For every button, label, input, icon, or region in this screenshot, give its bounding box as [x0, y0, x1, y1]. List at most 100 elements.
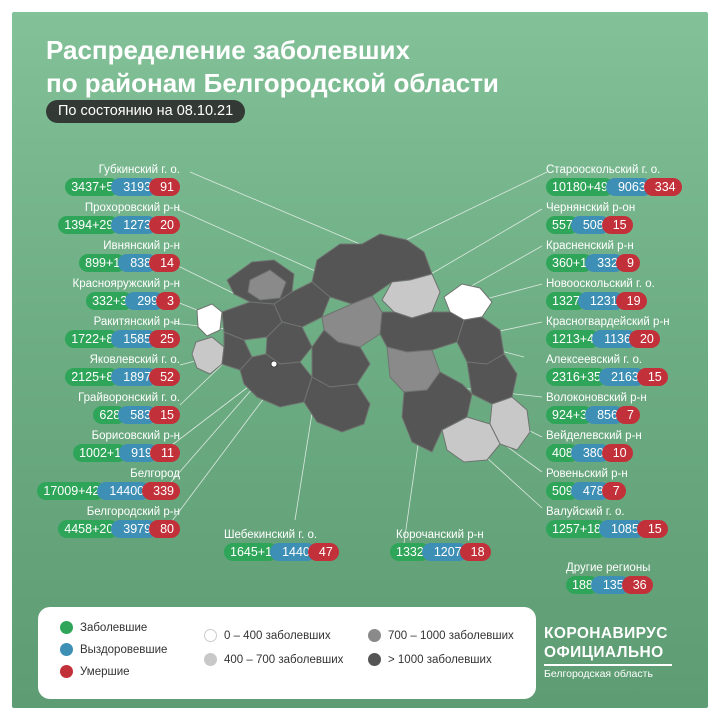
recovered-count: 1585 [111, 330, 158, 348]
legend-range-3: 700 – 1000 заболевших [368, 629, 514, 642]
recovered-count: 380 [570, 444, 610, 462]
district-card-prokhorovsky: Прохоровский р-н 1394+29 1273 20 [58, 202, 180, 234]
sick-count: 188 [566, 576, 599, 594]
dead-count: 11 [150, 444, 180, 462]
sick-count: 1645+1 [224, 543, 279, 561]
belgorod-city-marker [270, 360, 278, 368]
district-novooskolsky [379, 311, 465, 353]
sick-count: 924+3 [546, 406, 594, 424]
recovered-count: 135 [590, 576, 630, 594]
dead-count: 3 [156, 292, 180, 310]
sick-count: 17009+42 [37, 482, 106, 500]
legend-range-2: 400 – 700 заболевших [204, 653, 343, 666]
sick-count: 3437+5 [65, 178, 120, 196]
sick-count: 1332 [390, 543, 430, 561]
date-badge: По состоянию на 08.10.21 [46, 100, 246, 123]
dead-count: 20 [628, 330, 660, 348]
district-shebekinsky [303, 376, 371, 433]
recovered-count: 1440 [270, 543, 316, 561]
legend-sick: Заболевшие [60, 621, 147, 634]
district-card-valuysky: Валуйский г. о. 1257+18 1085 15 [546, 506, 668, 538]
recovered-count: 478 [570, 482, 610, 500]
sick-count: 1257+18 [546, 520, 608, 538]
legend-range-1: 0 – 400 заболевших [204, 629, 331, 642]
district-card-chernyansky: Чернянский р-он 557 508 15 [546, 202, 636, 234]
district-grayvoronsky [191, 336, 225, 375]
district-card-ivnyansky: Ивнянский р-н 899+1 838 14 [79, 240, 180, 272]
recovered-count: 3979 [111, 520, 158, 538]
dead-count: 25 [149, 330, 180, 348]
brand-underline [544, 664, 672, 666]
recovered-count: 1207 [421, 543, 468, 561]
sick-count: 1327 [546, 292, 586, 310]
dead-count: 15 [601, 216, 633, 234]
legend-range-4: > 1000 заболевших [368, 653, 492, 666]
recovered-count: 2163 [599, 368, 645, 386]
recovered-count: 1273 [111, 216, 158, 234]
recovered-count: 919 [119, 444, 159, 462]
dead-count: 15 [636, 520, 668, 538]
district-rovensky [441, 416, 501, 463]
page-title: Распределение заболевших по районам Белг… [46, 35, 499, 98]
dark-gray-dot-icon [368, 653, 381, 666]
recovered-count: 9063 [605, 178, 652, 196]
sick-count: 1213+4 [546, 330, 601, 348]
dead-count: 80 [149, 520, 180, 538]
dead-count: 334 [643, 178, 682, 196]
sick-count: 4458+20 [58, 520, 120, 538]
district-card-korochansky: Корочанский р-н 1332 1207 18 [390, 529, 491, 561]
light-gray-dot-icon [204, 653, 217, 666]
sick-count: 1394+29 [58, 216, 120, 234]
district-card-rovensky: Ровеньский р-н 509 478 7 [546, 468, 628, 500]
red-dot-icon [60, 665, 73, 678]
dead-count: 36 [621, 576, 653, 594]
dead-count: 15 [149, 406, 180, 424]
district-card-novooskolsky: Новооскольский г. о. 1327 1231 19 [546, 278, 655, 310]
infographic-card: Распределение заболевших по районам Белг… [12, 12, 708, 708]
recovered-count: 508 [570, 216, 610, 234]
recovered-count: 1136 [592, 330, 637, 348]
recovered-count: 1231 [577, 292, 624, 310]
legend-dead: Умершие [60, 665, 130, 678]
recovered-count: 583 [118, 406, 158, 424]
dead-count: 9 [615, 254, 640, 272]
dead-count: 19 [615, 292, 647, 310]
district-card-shebekinsky: Шебекинский г. о. 1645+1 1440 47 [224, 529, 339, 561]
legend-recovered: Выздоровевшие [60, 643, 167, 656]
green-dot-icon [60, 621, 73, 634]
sick-count: 2316+35 [546, 368, 608, 386]
sick-count: 628 [93, 406, 127, 424]
sick-count: 408 [546, 444, 579, 462]
dead-count: 20 [149, 216, 180, 234]
sick-count: 1722+8 [65, 330, 120, 348]
dead-count: 47 [307, 543, 339, 561]
recovered-count: 332 [585, 254, 624, 272]
district-card-other-regions: Другие регионы 188 135 36 [566, 562, 653, 594]
district-card-borisovsky: Борисовский р-н 1002+1 919 11 [73, 430, 180, 462]
district-alekseevsky [466, 353, 518, 405]
sick-count: 1002+1 [73, 444, 128, 462]
white-dot-icon [204, 629, 217, 642]
sick-count: 332+3 [86, 292, 134, 310]
district-card-grayvoronsky: Грайворонский г. о. 628 583 15 [78, 392, 180, 424]
district-card-belgorodsky: Белгородский р-н 4458+20 3979 80 [58, 506, 180, 538]
recovered-count: 3193 [111, 178, 158, 196]
recovered-count: 299 [125, 292, 165, 310]
sick-count: 360+1 [546, 254, 594, 272]
recovered-count: 856 [585, 406, 624, 424]
district-card-starooskolsky: Старооскольский г. о. 10180+49 9063 334 [546, 164, 682, 196]
sick-count: 557 [546, 216, 579, 234]
district-krasnoyaruzhsky [196, 303, 223, 337]
district-card-krasnensky: Красненский р-н 360+1 332 9 [546, 240, 640, 272]
district-card-veydelevsky: Вейделевский р-н 408 380 10 [546, 430, 642, 462]
district-krasnogvardeysky [456, 316, 505, 365]
blue-dot-icon [60, 643, 73, 656]
region-map [169, 171, 548, 544]
gray-dot-icon [368, 629, 381, 642]
dead-count: 7 [601, 482, 626, 500]
recovered-count: 1897 [111, 368, 158, 386]
dead-count: 10 [601, 444, 633, 462]
brand-logo: КОРОНАВИРУС ОФИЦИАЛЬНО Белгородская обла… [544, 625, 672, 680]
dead-count: 52 [149, 368, 180, 386]
dead-count: 14 [149, 254, 180, 272]
